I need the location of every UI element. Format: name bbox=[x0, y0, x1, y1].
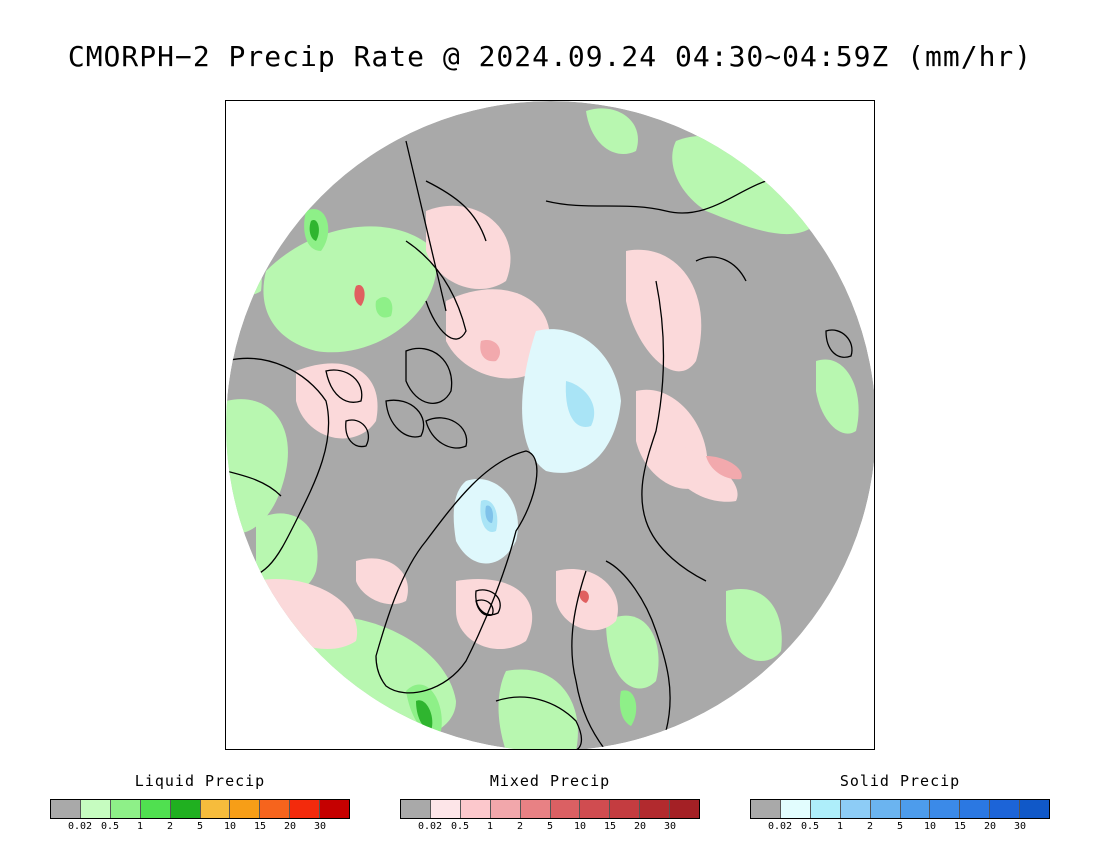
legend-swatch bbox=[870, 800, 901, 818]
legend-swatch bbox=[930, 800, 961, 818]
legend-tick: 0.02 bbox=[417, 821, 443, 832]
map-title: CMORPH−2 Precip Rate @ 2024.09.24 04:30~… bbox=[67, 40, 1033, 73]
legend-tick: 30 bbox=[313, 821, 327, 832]
legend-swatch bbox=[840, 800, 871, 818]
legend-tick: 20 bbox=[283, 821, 297, 832]
legend-swatch bbox=[140, 800, 171, 818]
legend-tick: 0.5 bbox=[100, 821, 120, 832]
legend-swatch bbox=[51, 800, 81, 818]
legend-tick-labels: 0.02 0.5 1 2 5 10 15 20 30 bbox=[750, 819, 1050, 835]
legend-swatch bbox=[580, 800, 611, 818]
legend-swatch bbox=[900, 800, 931, 818]
legend-tick: 5 bbox=[546, 821, 554, 832]
legend-swatch bbox=[170, 800, 201, 818]
liquid-precip-areas bbox=[226, 108, 859, 749]
legend-swatch bbox=[230, 800, 261, 818]
legend-tick: 20 bbox=[633, 821, 647, 832]
legend-tick: 30 bbox=[1013, 821, 1027, 832]
legend-tick: 10 bbox=[573, 821, 587, 832]
legend-tick: 2 bbox=[866, 821, 874, 832]
legend-colorbar bbox=[750, 799, 1050, 819]
legend-tick: 1 bbox=[136, 821, 144, 832]
legend-swatch bbox=[490, 800, 521, 818]
legend-swatch bbox=[80, 800, 111, 818]
polar-map bbox=[226, 101, 874, 749]
polar-map-panel bbox=[225, 100, 875, 750]
legend-tick: 0.02 bbox=[767, 821, 793, 832]
legend-tick-labels: 0.02 0.5 1 2 5 10 15 20 30 bbox=[50, 819, 350, 835]
legend-tick: 15 bbox=[953, 821, 967, 832]
legend-swatch bbox=[610, 800, 641, 818]
legend-swatch bbox=[460, 800, 491, 818]
legend-swatch bbox=[401, 800, 431, 818]
legend-swatch bbox=[780, 800, 811, 818]
legend-swatch bbox=[520, 800, 551, 818]
legend-title: Mixed Precip bbox=[489, 772, 611, 790]
legend-tick: 0.02 bbox=[67, 821, 93, 832]
liquid-precip-legend: Liquid Precip 0.02 0.5 1 2 5 10 15 20 30 bbox=[50, 770, 350, 835]
legend-tick: 20 bbox=[983, 821, 997, 832]
legend-tick-labels: 0.02 0.5 1 2 5 10 15 20 30 bbox=[400, 819, 700, 835]
solid-precip-areas bbox=[453, 329, 621, 564]
legend-tick: 15 bbox=[253, 821, 267, 832]
legend-title: Solid Precip bbox=[839, 772, 961, 790]
legend-swatch bbox=[640, 800, 671, 818]
legend-swatch bbox=[320, 800, 350, 818]
coastlines bbox=[226, 140, 867, 749]
legend-swatch bbox=[260, 800, 291, 818]
legend-swatch bbox=[200, 800, 231, 818]
solid-precip-legend: Solid Precip 0.02 0.5 1 2 5 10 15 20 30 bbox=[750, 770, 1050, 835]
legend-tick: 15 bbox=[603, 821, 617, 832]
legend-tick: 10 bbox=[223, 821, 237, 832]
legend-swatch bbox=[751, 800, 781, 818]
legend-swatch bbox=[670, 800, 700, 818]
legend-swatch bbox=[110, 800, 141, 818]
legend-colorbar bbox=[400, 799, 700, 819]
legend-colorbar bbox=[50, 799, 350, 819]
legend-tick: 5 bbox=[196, 821, 204, 832]
legend-tick: 0.5 bbox=[450, 821, 470, 832]
legend-tick: 2 bbox=[166, 821, 174, 832]
legend-tick: 30 bbox=[663, 821, 677, 832]
legend-swatch bbox=[290, 800, 321, 818]
legend-tick: 5 bbox=[896, 821, 904, 832]
legend-tick: 0.5 bbox=[800, 821, 820, 832]
legend-swatch bbox=[550, 800, 581, 818]
legend-swatch bbox=[1020, 800, 1050, 818]
legend-tick: 10 bbox=[923, 821, 937, 832]
legend-tick: 1 bbox=[836, 821, 844, 832]
legend-swatch bbox=[960, 800, 991, 818]
legend-title: Liquid Precip bbox=[134, 772, 266, 790]
legend-swatch bbox=[430, 800, 461, 818]
mixed-precip-legend: Mixed Precip 0.02 0.5 1 2 5 10 15 20 30 bbox=[400, 770, 700, 835]
legend-swatch bbox=[990, 800, 1021, 818]
legend-tick: 1 bbox=[486, 821, 494, 832]
legend-tick: 2 bbox=[516, 821, 524, 832]
legend-swatch bbox=[810, 800, 841, 818]
